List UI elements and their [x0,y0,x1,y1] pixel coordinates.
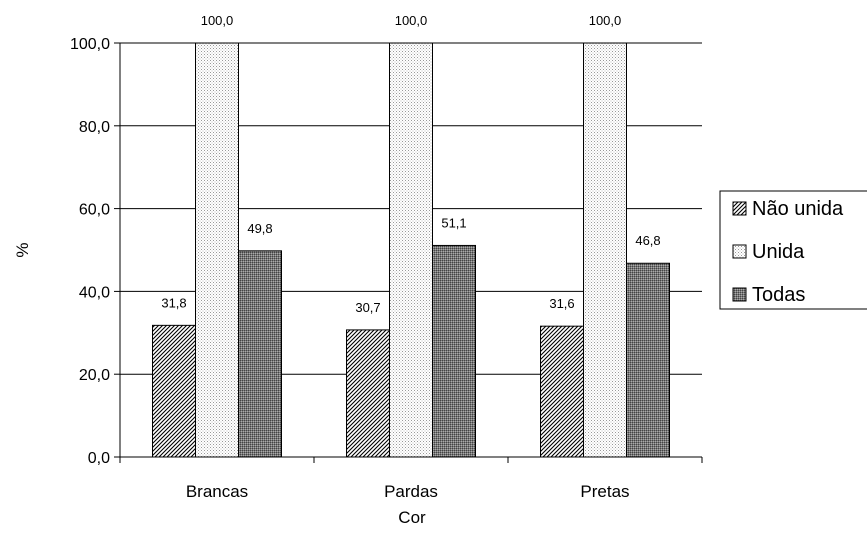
data-label: 51,1 [441,215,466,230]
data-label: 46,8 [635,233,660,248]
x-axis-title: Cor [398,508,426,527]
legend-swatch [732,244,747,259]
data-label: 100,0 [589,13,622,28]
data-label: 30,7 [355,300,380,315]
y-tick-label: 20,0 [79,367,110,384]
bar [583,42,627,458]
legend: Não unida Unida Todas [719,190,867,310]
bar [238,250,282,458]
legend-label: Unida [752,241,805,263]
data-labels: 31,8 100,0 49,8 30,7 100,0 51,1 31,6 100,0 46,8 [161,13,660,315]
bar [152,324,196,458]
x-tick-label: Brancas [186,482,248,501]
y-tick-label: 60,0 [79,202,110,219]
data-label: 31,8 [161,295,186,310]
x-tick-label: Pretas [580,482,629,501]
legend-label: Não unida [752,198,844,220]
data-label: 100,0 [201,13,234,28]
bar [540,325,584,458]
y-tick-label: 40,0 [79,284,110,301]
legend-swatch [732,201,747,216]
axes: 0,0 20,0 40,0 60,0 80,0 100,0 Brancas Pardas Pre… [70,36,703,501]
data-label: 31,6 [549,296,574,311]
y-tick-label: 100,0 [70,36,110,53]
bar [346,329,390,458]
bar [195,42,239,458]
bar [389,42,433,458]
legend-label: Todas [752,284,805,306]
y-axis-title: % [13,242,32,257]
bars [152,42,670,458]
data-label: 49,8 [247,221,272,236]
legend-swatch [732,287,747,302]
data-label: 100,0 [395,13,428,28]
bar [626,262,670,458]
bar [432,244,476,458]
x-tick-label: Pardas [384,482,438,501]
y-tick-label: 0,0 [88,450,110,467]
y-tick-label: 80,0 [79,119,110,136]
